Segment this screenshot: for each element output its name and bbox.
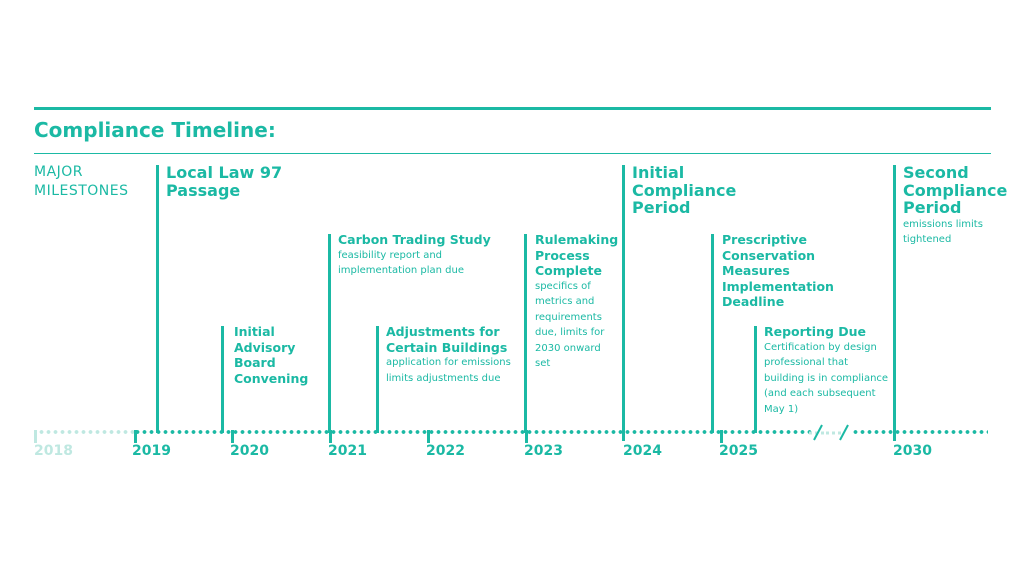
event-desc-line: 2030 onward [535,342,601,354]
tick-2021 [329,430,332,443]
event-title-line: Period [632,198,691,217]
year-label: 2021 [328,443,367,459]
event-desc-line: metrics and [535,296,595,307]
event-title-line: Certain Buildings [386,339,508,355]
year-label: 2024 [623,443,662,459]
event-title-line: Implementation [722,278,834,294]
event-prescriptive: Prescriptive Conservation Measures Imple… [722,232,834,310]
event-title-line: Passage [166,180,241,200]
year-label: 2020 [230,443,269,459]
stem-adjust [376,326,379,433]
tick-2022 [427,430,430,443]
tick-2025 [720,430,723,443]
event-title-line: Initial [234,324,275,339]
event-advisory: Initial Advisory Board Convening [234,324,308,386]
milestones-label-line: MILESTONES [34,183,129,199]
event-desc-line: requirements [535,311,602,323]
milestones-label: MAJOR MILESTONES [34,163,129,201]
page-title: Compliance Timeline: [34,118,276,142]
tick-2018 [34,430,37,443]
stem-initial [622,165,625,441]
event-title-line: Local Law 97 [166,163,283,182]
year-label: 2018 [34,443,73,459]
title-rule-top [34,107,991,110]
axis-dots [852,430,988,434]
year-label: 2023 [524,443,563,459]
milestones-label-line: MAJOR [34,164,84,180]
axis-dots-faint [38,430,134,434]
event-title-line: Conservation [722,247,816,263]
event-title-line: Process [535,247,590,263]
event-rulemaking: Rulemaking Process Complete specifics of… [535,232,618,372]
year-label: 2030 [893,443,932,459]
year-label: 2019 [132,443,171,459]
axis-break-icon [809,424,849,441]
event-desc-line: specifics of [535,280,591,292]
stem-carbon [328,234,331,433]
tick-2023 [525,430,528,443]
event-reporting: Reporting Due Certification by design pr… [764,324,888,417]
event-title-line: Measures [722,263,790,278]
year-label: 2025 [719,443,758,459]
stem-prescriptive [711,234,714,433]
event-desc-line: Certification by design [764,341,877,353]
event-title-line: Prescriptive [722,232,807,247]
event-adjust: Adjustments for Certain Buildings applic… [386,324,511,386]
event-title-line: Initial [632,163,685,182]
event-desc-line: building is in compliance [764,372,889,384]
tick-2019 [134,430,137,443]
event-title-line: Rulemaking [535,232,619,247]
event-ll97: Local Law 97 Passage [166,164,282,199]
tick-2020 [231,430,234,443]
event-title-line: Advisory [234,339,296,355]
axis-dots [134,430,813,434]
event-title-line: Second [903,163,969,182]
event-title-line: Compliance [903,180,1008,200]
event-title-line: Complete [535,263,602,278]
event-title-line: Adjustments for [386,324,500,339]
event-desc-line: set [535,358,551,369]
event-carbon: Carbon Trading Study feasibility report … [338,232,491,279]
stem-second [893,165,896,441]
stem-rulemaking [524,234,527,433]
event-desc-line: feasibility report and [338,249,443,261]
year-label: 2022 [426,443,465,459]
event-desc-line: professional that [764,357,849,368]
title-rule-bottom [34,153,991,154]
event-desc-line: application for emissions [386,357,511,368]
event-desc-line: due, limits for [535,327,605,338]
event-title-line: Convening [234,370,309,386]
stem-ll97 [156,165,159,433]
event-title-line: Reporting Due [764,324,867,339]
event-desc-line: limits adjustments due [386,372,501,384]
event-title-line: Board [234,355,276,370]
event-desc-line: implementation plan due [338,265,465,276]
event-title-line: Carbon Trading Study [338,232,491,247]
event-desc-line: emissions limits [903,218,983,230]
event-title-line: Period [903,198,962,217]
event-second: Second Compliance Period emissions limit… [903,164,1007,248]
stem-advisory [221,326,224,433]
event-desc-line: (and each subsequent [764,388,876,399]
stem-reporting [754,326,757,433]
event-title-line: Compliance [632,180,737,200]
event-desc-line: May 1) [764,403,799,415]
event-title-line: Deadline [722,294,785,309]
event-initial: Initial Compliance Period [632,164,736,217]
event-desc-line: tightened [903,234,952,245]
